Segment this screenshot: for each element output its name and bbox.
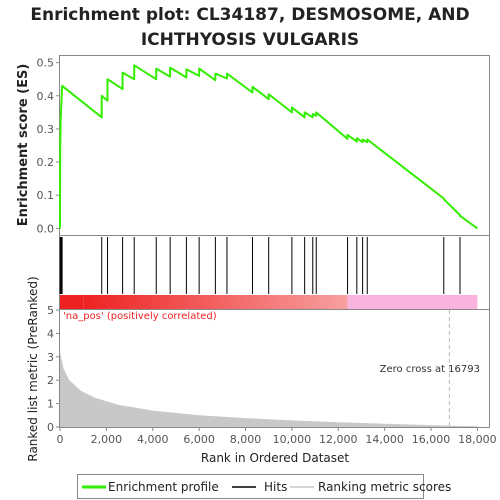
es-y-tick-label: 0.4 — [37, 90, 55, 103]
legend: Enrichment profile Hits Ranking metric sco… — [77, 474, 451, 499]
metric-y-tick-label: 0 — [47, 421, 54, 434]
legend-label: Enrichment profile — [108, 480, 219, 494]
chart-title: Enrichment plot: CL34187, DESMOSOME, AND… — [30, 5, 469, 50]
metric-y-ticks: 0 1 2 3 4 5 — [47, 304, 60, 434]
metric-y-tick-label: 2 — [47, 374, 54, 387]
es-y-tick-label: 0.0 — [37, 222, 55, 235]
legend-label: Hits — [264, 480, 287, 494]
x-tick-label: 12,000 — [319, 433, 358, 446]
positive-label: 'na_pos' (positively correlated) — [63, 311, 217, 322]
metric-y-tick-label: 4 — [47, 327, 54, 340]
colorbar-fade-segment — [83, 295, 348, 309]
hits-ticks — [59, 237, 461, 294]
chart-title-line-2: ICHTHYOSIS VULGARIS — [141, 30, 359, 50]
es-y-ticks: 0.0 0.1 0.2 0.3 0.4 0.5 — [37, 57, 60, 235]
y-axis-label-es: Enrichment score (ES) — [16, 64, 31, 227]
x-tick-label: 0 — [57, 433, 64, 446]
x-tick-label: 4,000 — [137, 433, 169, 446]
es-y-tick-label: 0.5 — [37, 57, 55, 70]
x-tick-label: 10,000 — [273, 433, 312, 446]
x-tick-label: 16,000 — [412, 433, 451, 446]
y-axis-label-metric: Ranked list metric (PreRanked) — [26, 276, 40, 461]
es-y-tick-label: 0.1 — [37, 189, 55, 202]
legend-label: Ranking metric scores — [318, 480, 451, 494]
metric-y-tick-label: 5 — [47, 304, 54, 317]
legend-items: Enrichment profile Hits Ranking metric sco… — [82, 480, 451, 494]
rank-colorbar — [60, 295, 478, 309]
chart-title-line-1: Enrichment plot: CL34187, DESMOSOME, AND — [30, 5, 469, 25]
es-panel-frame — [59, 55, 490, 236]
es-y-tick-label: 0.2 — [37, 156, 55, 169]
metric-panel-frame — [59, 309, 490, 428]
es-y-tick-label: 0.3 — [37, 123, 55, 136]
colorbar-pink-segment — [347, 295, 478, 309]
x-tick-label: 6,000 — [183, 433, 215, 446]
x-tick-label: 14,000 — [365, 433, 404, 446]
metric-y-tick-label: 1 — [47, 398, 54, 411]
metric-area — [60, 352, 478, 427]
metric-y-tick-label: 3 — [47, 351, 54, 364]
x-tick-label: 8,000 — [230, 433, 262, 446]
x-axis-ticks: 0 2,000 4,000 6,000 8,000 10,000 12,000 14,000 1… — [57, 427, 497, 446]
colorbar-strong-segment — [60, 295, 84, 309]
es-profile-line — [59, 64, 478, 230]
x-tick-label: 2,000 — [91, 433, 123, 446]
zero-cross-label: Zero cross at 16793 — [380, 364, 480, 375]
x-tick-label: 18,000 — [458, 433, 497, 446]
x-axis-label: Rank in Ordered Dataset — [201, 451, 349, 465]
